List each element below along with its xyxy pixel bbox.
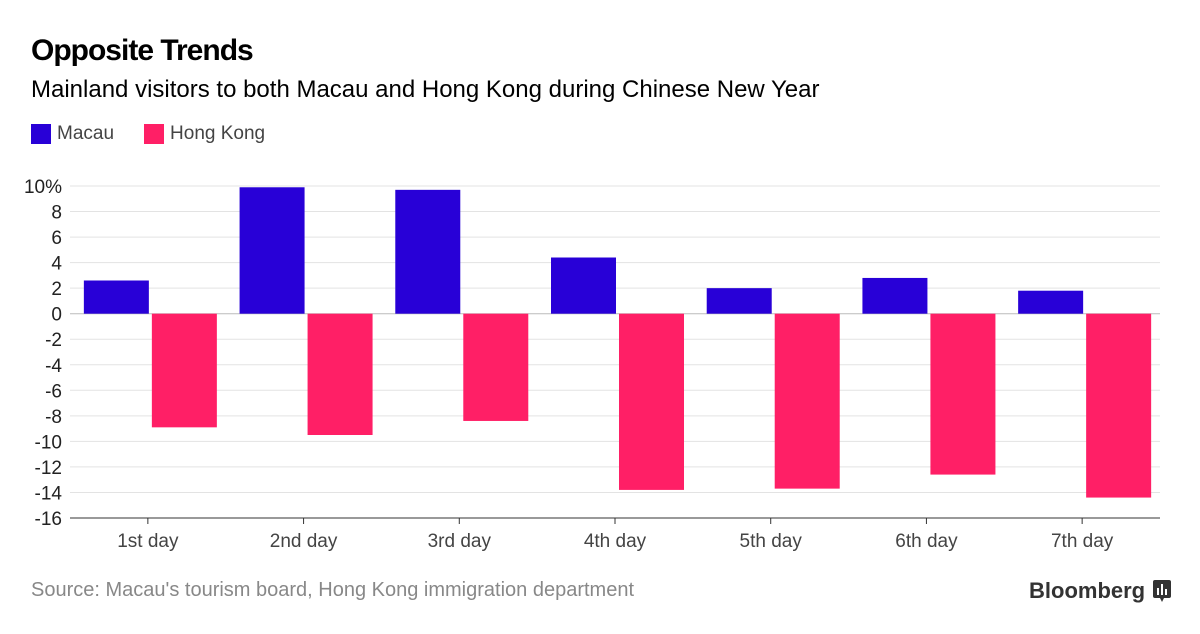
legend-swatch-macau <box>31 124 51 144</box>
y-tick-label: 0 <box>51 305 62 326</box>
bar-macau <box>862 277 928 314</box>
bar-hong-kong <box>619 313 684 490</box>
y-tick-label: -14 <box>35 483 63 504</box>
bar-macau <box>395 189 461 314</box>
legend: Macau Hong Kong <box>31 123 265 145</box>
x-tick-label: 2nd day <box>270 531 338 552</box>
legend-label: Macau <box>57 123 115 144</box>
bar-macau <box>706 288 772 314</box>
bar-macau <box>239 187 305 314</box>
y-tick-label: 6 <box>51 228 62 249</box>
bar-hong-kong <box>307 313 373 435</box>
source-note: Source: Macau's tourism board, Hong Kong… <box>31 579 634 601</box>
bar-macau <box>551 257 616 314</box>
y-tick-label: 10% <box>24 177 62 198</box>
y-tick-label: -8 <box>45 407 62 428</box>
x-tick-label: 3rd day <box>428 531 492 552</box>
x-tick-label: 4th day <box>584 531 647 552</box>
legend-swatch-hong-kong <box>144 124 165 144</box>
y-tick-label: -16 <box>35 509 62 530</box>
logo-text: Bloomberg <box>1029 578 1146 603</box>
bar-hong-kong <box>463 313 529 421</box>
chart-subtitle: Mainland visitors to both Macau and Hong… <box>31 76 820 103</box>
bar-hong-kong <box>930 313 996 475</box>
y-tick-label: 2 <box>51 279 62 300</box>
x-tick-label: 7th day <box>1051 531 1114 552</box>
x-tick-label: 6th day <box>895 531 958 552</box>
y-tick-label: -10 <box>35 432 62 453</box>
legend-item-macau: Macau <box>31 123 114 145</box>
bar-hong-kong <box>774 313 840 489</box>
y-tick-label: -4 <box>45 356 62 377</box>
y-tick-label: -6 <box>45 381 62 402</box>
y-tick-label: 4 <box>51 254 62 275</box>
bar-macau <box>1018 290 1084 314</box>
bloomberg-logo: Bloomberg <box>1029 578 1172 604</box>
chart-title: Opposite Trends <box>31 34 254 67</box>
bloomberg-chart-icon <box>1153 580 1172 602</box>
legend-label: Hong Kong <box>170 123 266 144</box>
y-tick-label: -12 <box>35 458 62 479</box>
y-tick-label: -2 <box>45 330 62 351</box>
x-tick-label: 1st day <box>117 531 179 552</box>
bar-hong-kong <box>151 313 217 428</box>
y-tick-label: 8 <box>51 203 62 224</box>
bar-macau <box>83 280 149 314</box>
x-tick-label: 5th day <box>740 531 803 552</box>
legend-item-hong-kong: Hong Kong <box>144 123 265 145</box>
bar-hong-kong <box>1086 313 1152 498</box>
